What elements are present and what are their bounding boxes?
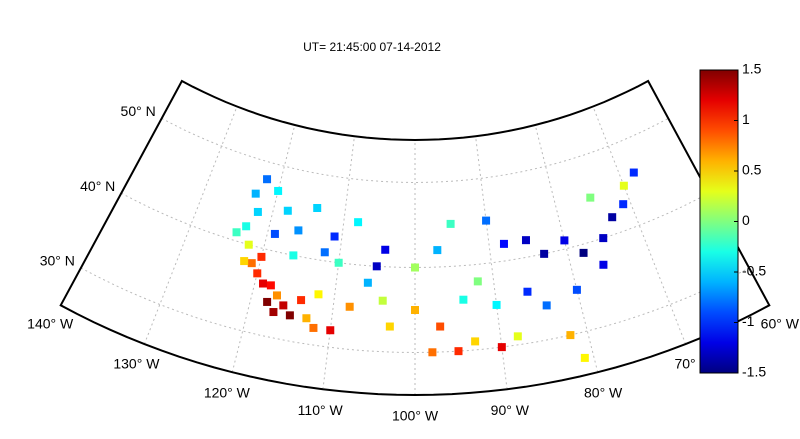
data-cell — [608, 213, 617, 222]
data-cell — [499, 239, 508, 248]
data-cell — [542, 301, 551, 310]
data-cell — [411, 306, 419, 314]
data-cell — [586, 193, 595, 202]
data-cell — [259, 279, 268, 288]
lon-label: 130° W — [113, 355, 160, 371]
data-cell — [482, 216, 491, 225]
data-cell — [433, 246, 442, 255]
colorbar-label: 0 — [742, 212, 750, 228]
data-cell — [572, 285, 581, 294]
data-cell — [523, 287, 532, 296]
data-cell — [411, 263, 419, 272]
lon-label: 120° W — [204, 384, 251, 400]
data-cell — [540, 249, 549, 258]
data-cell — [244, 240, 253, 249]
data-cell — [330, 232, 339, 241]
data-cell — [274, 186, 283, 195]
colorbar-label: 1 — [742, 111, 750, 127]
data-cell — [521, 236, 530, 245]
data-cell — [326, 326, 335, 335]
data-cell — [513, 332, 522, 341]
data-cell — [314, 290, 323, 299]
data-cell — [354, 218, 363, 227]
data-cell — [619, 200, 628, 209]
parallel — [161, 117, 669, 184]
data-cell — [320, 248, 329, 257]
colorbar-label: -1.5 — [742, 364, 766, 380]
data-cell — [251, 189, 260, 198]
lon-label: 90° W — [491, 402, 530, 418]
map-frame — [59, 79, 771, 397]
data-cell — [579, 248, 588, 257]
data-cell — [378, 296, 387, 305]
data-cell — [263, 297, 272, 306]
lat-label: 30° N — [40, 253, 75, 269]
data-cell — [272, 291, 281, 300]
data-cell — [253, 207, 262, 216]
data-cell — [302, 314, 311, 323]
data-cell — [334, 258, 343, 267]
lon-label: 80° W — [584, 384, 623, 400]
data-cell — [599, 234, 608, 243]
data-cell — [253, 269, 262, 278]
data-cell — [242, 222, 251, 231]
data-cell — [459, 295, 468, 304]
data-cell — [232, 228, 241, 237]
data-cell — [454, 347, 463, 356]
meridian — [475, 136, 508, 390]
data-cell — [240, 257, 249, 266]
data-cell — [492, 300, 501, 309]
lat-label: 40° N — [80, 178, 115, 194]
data-cell — [279, 301, 288, 310]
data-cell — [309, 323, 318, 332]
data-cell — [566, 331, 575, 340]
data-cell — [473, 277, 482, 286]
lon-label: 60° W — [761, 315, 800, 331]
data-cell — [385, 322, 394, 331]
data-cell — [381, 245, 390, 254]
data-cell — [345, 302, 354, 311]
data-cell — [283, 206, 292, 215]
lon-label: 110° W — [298, 402, 344, 418]
lon-label: 100° W — [392, 408, 439, 424]
data-cell — [560, 236, 569, 245]
colorbar — [699, 69, 739, 374]
data-cell — [428, 348, 437, 357]
data-cell — [294, 226, 303, 235]
data-cell — [289, 251, 298, 260]
data-cell — [257, 252, 266, 261]
colorbar-label: 1.5 — [742, 61, 762, 77]
colorbar-label: 0.5 — [742, 162, 762, 178]
data-cell — [263, 175, 272, 184]
data-cell — [619, 181, 628, 190]
data-cell — [269, 308, 278, 317]
lon-label: 140° W — [27, 315, 74, 331]
data-cell — [629, 168, 638, 177]
data-cell — [313, 203, 322, 212]
parallel — [80, 267, 750, 354]
colorbar-label: -1 — [742, 313, 755, 329]
lat-label: 50° N — [121, 103, 156, 119]
data-cell — [266, 281, 275, 290]
colorbar-label: -0.5 — [742, 263, 766, 279]
data-cell — [599, 260, 608, 269]
data-cell — [285, 311, 294, 320]
meridian — [231, 124, 296, 373]
data-cell — [372, 262, 381, 271]
data-cell — [270, 229, 279, 238]
data-cell — [580, 353, 589, 362]
data-cell — [363, 278, 372, 287]
data-cell — [436, 322, 445, 331]
data-cell — [446, 219, 455, 228]
map-title: UT= 21:45:00 07-14-2012 — [303, 40, 441, 54]
data-cell — [471, 337, 480, 346]
data-cell — [497, 343, 506, 352]
data-cell — [247, 259, 256, 268]
data-cell — [297, 296, 306, 305]
